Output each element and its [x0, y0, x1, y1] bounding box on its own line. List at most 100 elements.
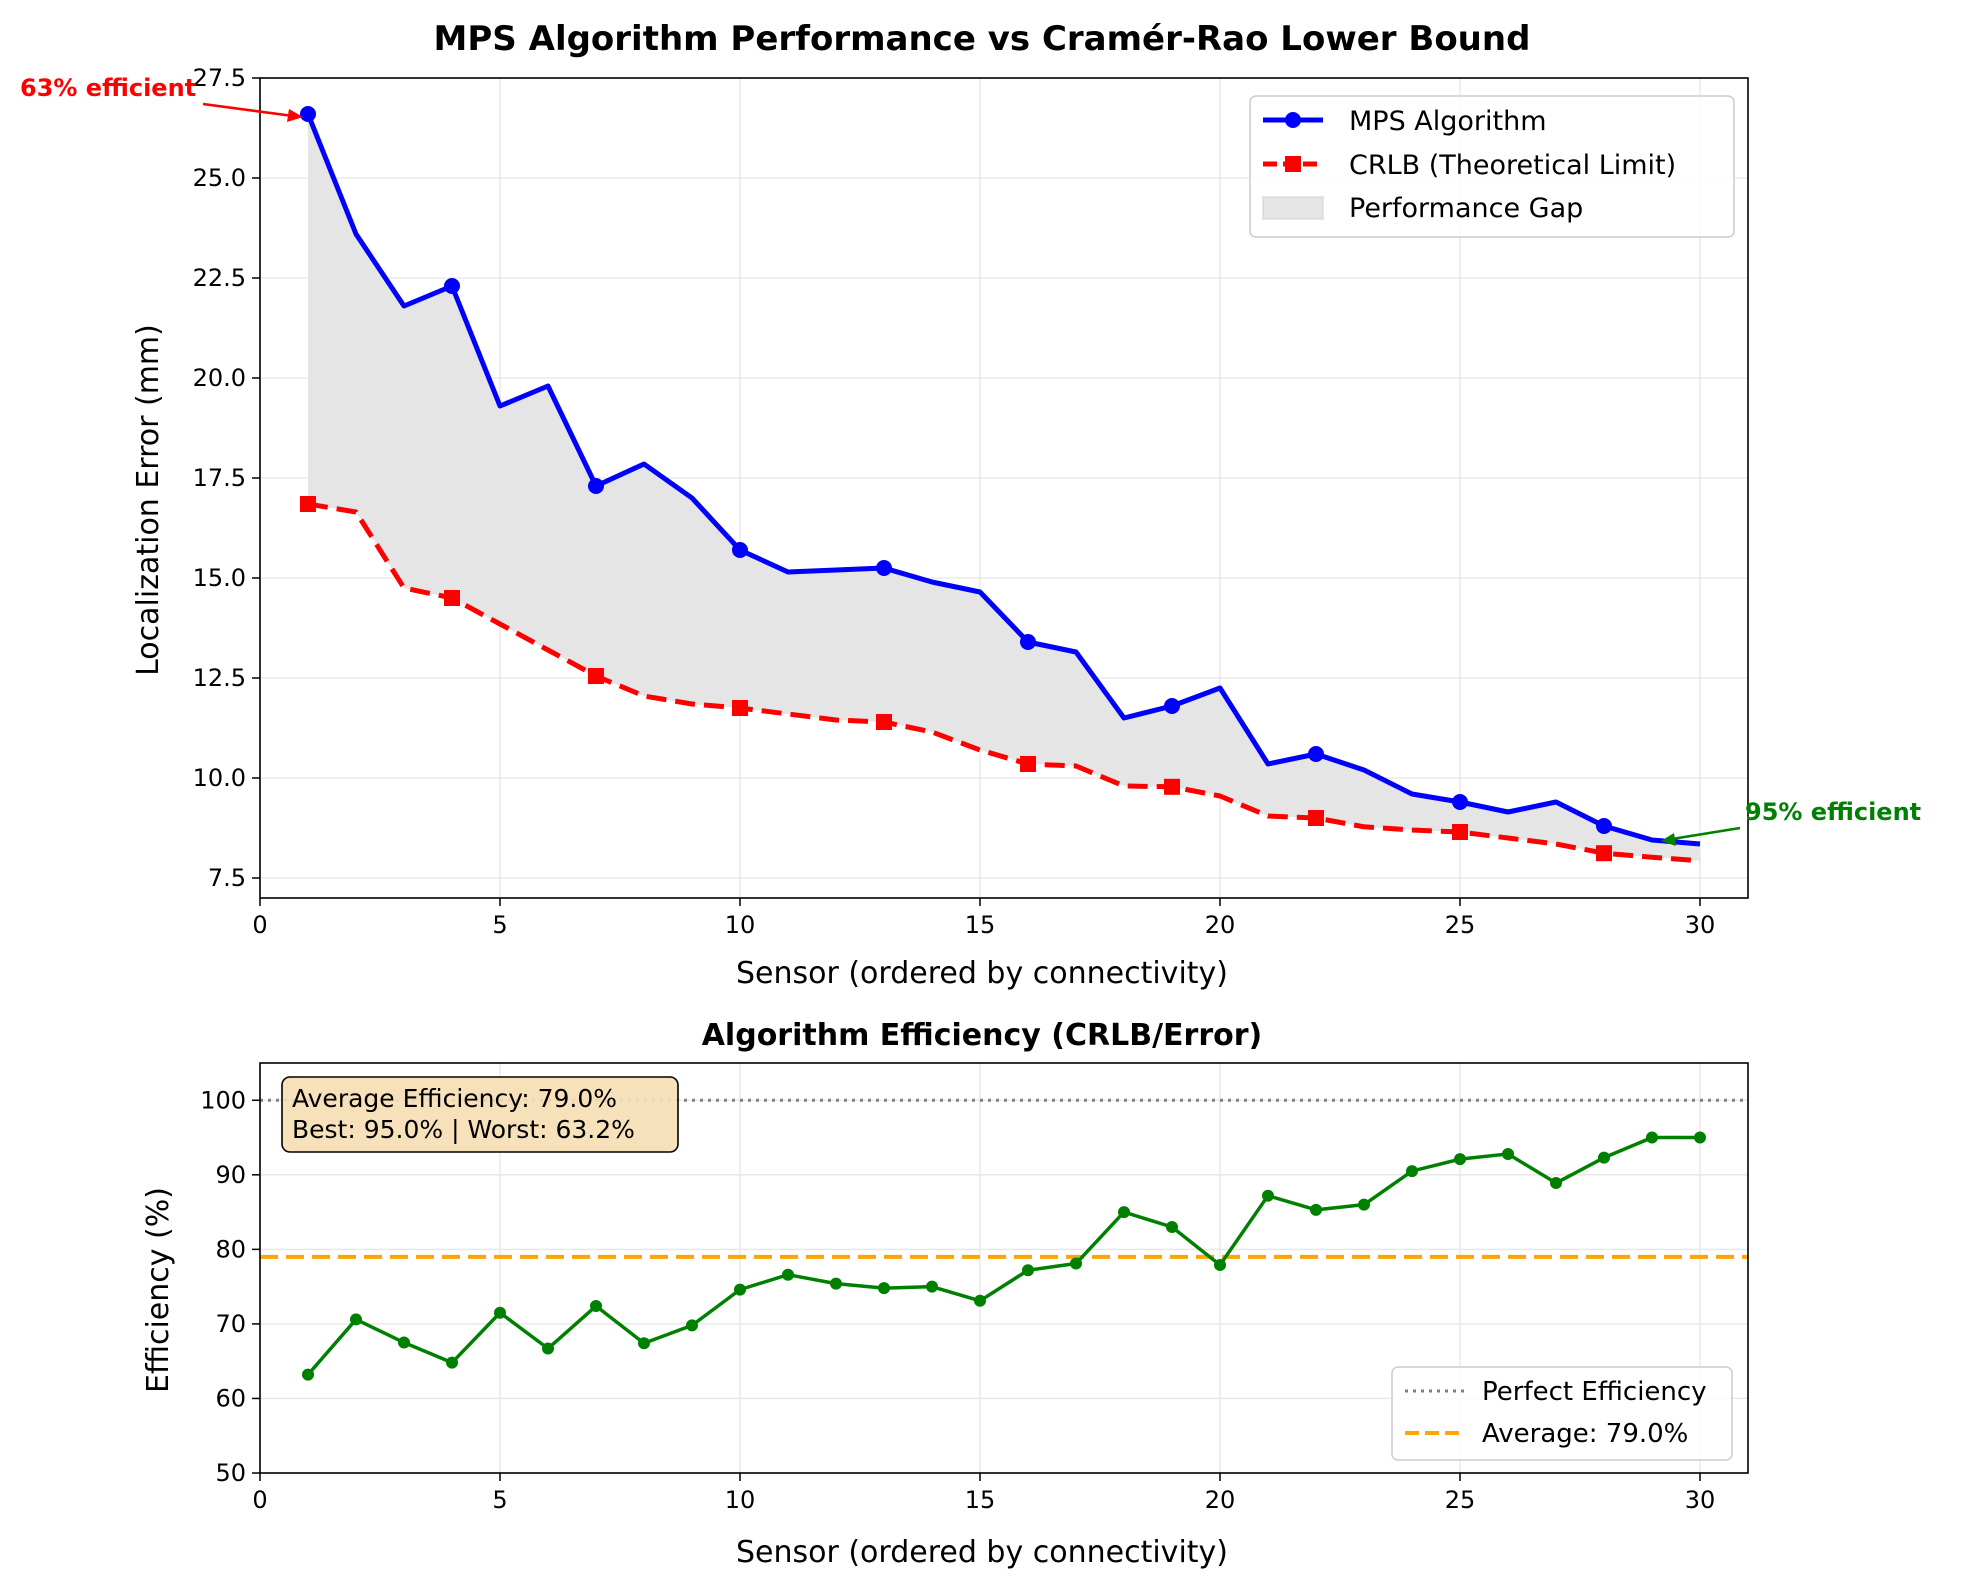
legend-gap-label: Performance Gap	[1349, 193, 1583, 224]
mps-point	[876, 560, 892, 576]
efficiency-chart: Algorithm Efficiency (CRLB/Error) 0 5 10 15…	[141, 1018, 1749, 1570]
efficiency-line	[306, 1135, 1700, 1376]
legend: MPS Algorithm CRLB (Theoretical Limit) P…	[1249, 95, 1735, 238]
efficiency-point	[1118, 1206, 1130, 1219]
annotation-arrow-worst	[202, 102, 294, 118]
annotation-worst: 63% efficient	[20, 74, 196, 102]
efficiency-point	[590, 1300, 602, 1313]
performance-gap-area	[308, 114, 1700, 861]
mps-point	[732, 542, 748, 558]
legend-crlb-label: CRLB (Theoretical Limit)	[1349, 150, 1676, 181]
x-tick-label: 25	[1445, 911, 1476, 939]
efficiency-point	[1358, 1198, 1370, 1211]
y-tick-label: 70	[215, 1310, 246, 1338]
x-tick-label: 20	[1205, 911, 1236, 939]
info-box: Average Efficiency: 79.0% Best: 95.0% | …	[281, 1076, 679, 1153]
plot-frame	[259, 1062, 1749, 1474]
y-tick-label: 100	[200, 1086, 246, 1114]
x-tick-label: 25	[1445, 1486, 1476, 1514]
efficiency-point	[494, 1306, 506, 1319]
y-axis-label: Localization Error (mm)	[131, 324, 166, 676]
legend-box	[1391, 1366, 1733, 1461]
y-tick-label: 90	[215, 1161, 246, 1189]
y-tick-label: 25.0	[193, 164, 246, 192]
efficiency-point	[686, 1319, 698, 1332]
y-tick-label: 15.0	[193, 564, 246, 592]
efficiency-point	[878, 1282, 890, 1295]
efficiency-point	[302, 1368, 314, 1381]
efficiency-point	[1022, 1264, 1034, 1277]
efficiency-point	[1694, 1131, 1706, 1144]
x-tick-label: 30	[1685, 911, 1716, 939]
efficiency-point	[1262, 1189, 1274, 1202]
markers	[302, 1131, 1706, 1381]
x-tick-label: 15	[965, 911, 996, 939]
y-tick-label: 50	[215, 1459, 246, 1487]
y-tick-label: 12.5	[193, 664, 246, 692]
crlb-point	[1308, 810, 1324, 826]
annotation-best: 95% efficient	[1745, 798, 1921, 826]
crlb-point	[1452, 824, 1468, 840]
chart-title: MPS Algorithm Performance vs Cramér-Rao …	[434, 19, 1531, 59]
legend: Perfect Efficiency Average: 79.0%	[1391, 1366, 1733, 1461]
mps-point	[1164, 698, 1180, 714]
crlb-point	[444, 590, 460, 606]
info-best-worst: Best: 95.0% | Worst: 63.2%	[292, 1115, 635, 1144]
mps-point	[1596, 818, 1612, 834]
mps-point	[300, 106, 316, 122]
x-axis-label: Sensor (ordered by connectivity)	[736, 1535, 1228, 1570]
efficiency-point	[1214, 1259, 1226, 1272]
efficiency-point	[734, 1283, 746, 1296]
mps-point	[1452, 794, 1468, 810]
y-tick-label: 20.0	[193, 364, 246, 392]
y-tick-label: 17.5	[193, 464, 246, 492]
efficiency-point	[542, 1342, 554, 1355]
mps-point	[444, 278, 460, 294]
y-tick-label: 10.0	[193, 764, 246, 792]
efficiency-point	[446, 1356, 458, 1369]
y-tick-label: 27.5	[193, 64, 246, 92]
markers	[300, 106, 1612, 862]
mps-point	[1020, 634, 1036, 650]
plot-frame	[259, 77, 1749, 899]
efficiency-point	[638, 1337, 650, 1350]
efficiency-point	[1454, 1153, 1466, 1166]
y-ticks: 50 60 70 80 90 100	[200, 1086, 260, 1487]
legend-gap-swatch	[1262, 196, 1324, 220]
y-axis-label: Efficiency (%)	[141, 1187, 176, 1393]
info-box-bg	[281, 1076, 679, 1153]
y-tick-label: 60	[215, 1384, 246, 1412]
x-tick-label: 5	[492, 911, 507, 939]
x-tick-label: 10	[725, 1486, 756, 1514]
x-tick-label: 20	[1205, 1486, 1236, 1514]
efficiency-point	[974, 1294, 986, 1307]
mps-point	[588, 478, 604, 494]
legend-mps-marker	[1285, 112, 1301, 128]
crlb-point	[876, 714, 892, 730]
efficiency-point	[1646, 1131, 1658, 1144]
x-tick-label: 15	[965, 1486, 996, 1514]
info-average: Average Efficiency: 79.0%	[292, 1084, 617, 1113]
y-tick-label: 22.5	[193, 264, 246, 292]
x-tick-label: 0	[252, 911, 267, 939]
efficiency-point	[926, 1280, 938, 1293]
efficiency-point	[1166, 1221, 1178, 1233]
x-axis-label: Sensor (ordered by connectivity)	[736, 956, 1228, 991]
efficiency-point	[782, 1268, 794, 1281]
y-tick-label: 80	[215, 1235, 246, 1263]
crlb-point	[732, 700, 748, 716]
legend-box	[1249, 95, 1735, 238]
x-tick-label: 10	[725, 911, 756, 939]
efficiency-point	[1070, 1257, 1082, 1270]
x-tick-label: 30	[1685, 1486, 1716, 1514]
crlb-point	[300, 496, 316, 512]
legend-average-label: Average: 79.0%	[1482, 1419, 1688, 1449]
annotation-arrowhead-worst	[287, 109, 303, 122]
crlb-point	[1020, 756, 1036, 772]
x-tick-label: 0	[252, 1486, 267, 1514]
y-tick-label: 7.5	[208, 864, 246, 892]
crlb-point	[1596, 845, 1612, 862]
efficiency-point	[1310, 1203, 1322, 1216]
crlb-line	[307, 501, 1701, 864]
